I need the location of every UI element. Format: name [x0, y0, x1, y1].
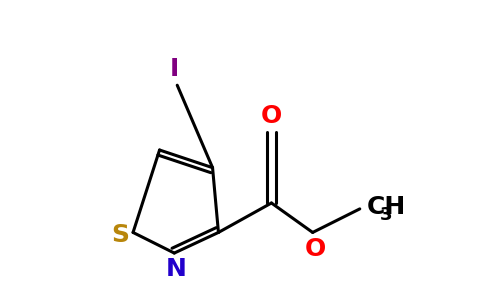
Text: I: I: [170, 57, 179, 81]
Text: O: O: [261, 104, 282, 128]
Text: 3: 3: [379, 206, 392, 224]
Text: O: O: [305, 237, 326, 261]
Text: S: S: [111, 224, 129, 248]
Text: CH: CH: [367, 195, 407, 219]
Text: N: N: [166, 257, 186, 281]
